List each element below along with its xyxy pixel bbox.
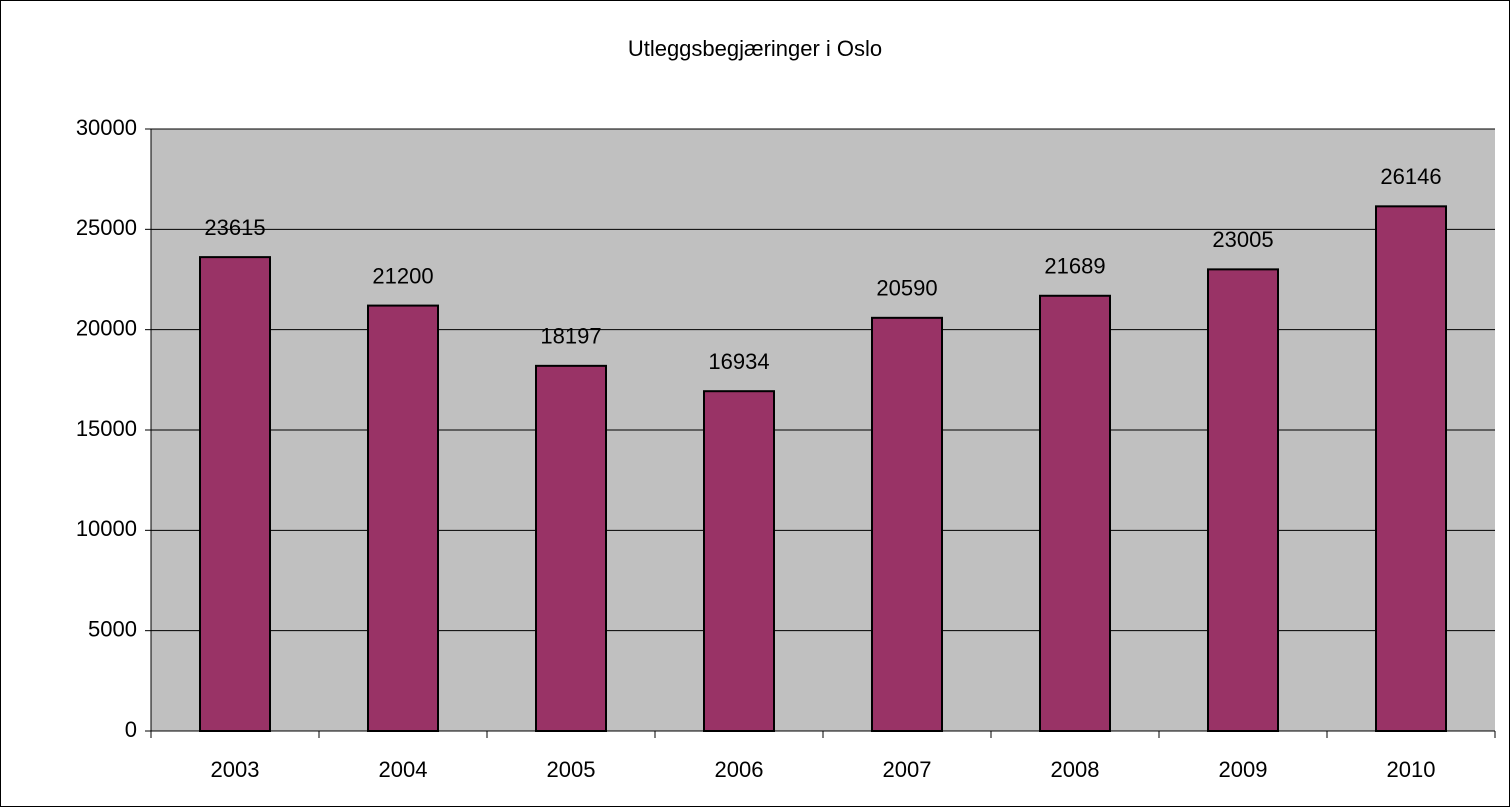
data-label: 23615 bbox=[204, 215, 265, 240]
bar bbox=[1039, 294, 1111, 732]
data-label: 16934 bbox=[708, 349, 769, 374]
x-tick-label: 2010 bbox=[1387, 757, 1436, 782]
bar bbox=[1375, 205, 1447, 733]
bar bbox=[1207, 268, 1279, 732]
data-label: 20590 bbox=[876, 276, 937, 301]
bar bbox=[367, 304, 439, 732]
data-label: 21200 bbox=[372, 263, 433, 288]
x-tick-label: 2003 bbox=[211, 757, 260, 782]
x-tick-label: 2005 bbox=[547, 757, 596, 782]
y-tick-label: 10000 bbox=[76, 516, 137, 541]
x-tick-label: 2006 bbox=[715, 757, 764, 782]
x-tick-label: 2007 bbox=[883, 757, 932, 782]
x-tick-label: 2009 bbox=[1219, 757, 1268, 782]
chart-title: Utleggsbegjæringer i Oslo bbox=[628, 36, 882, 61]
y-tick-label: 0 bbox=[125, 717, 137, 742]
bar bbox=[535, 364, 607, 732]
data-label: 23005 bbox=[1212, 227, 1273, 252]
bar bbox=[871, 316, 943, 732]
y-tick-label: 20000 bbox=[76, 315, 137, 340]
x-tick-label: 2008 bbox=[1051, 757, 1100, 782]
data-label: 21689 bbox=[1044, 254, 1105, 279]
y-tick-label: 15000 bbox=[76, 416, 137, 441]
y-tick-label: 5000 bbox=[88, 616, 137, 641]
y-tick-label: 25000 bbox=[76, 215, 137, 240]
data-label: 18197 bbox=[540, 324, 601, 349]
y-tick-label: 30000 bbox=[76, 115, 137, 140]
x-tick-label: 2004 bbox=[379, 757, 428, 782]
bar bbox=[703, 390, 775, 732]
data-label: 26146 bbox=[1380, 164, 1441, 189]
bar bbox=[199, 256, 271, 732]
